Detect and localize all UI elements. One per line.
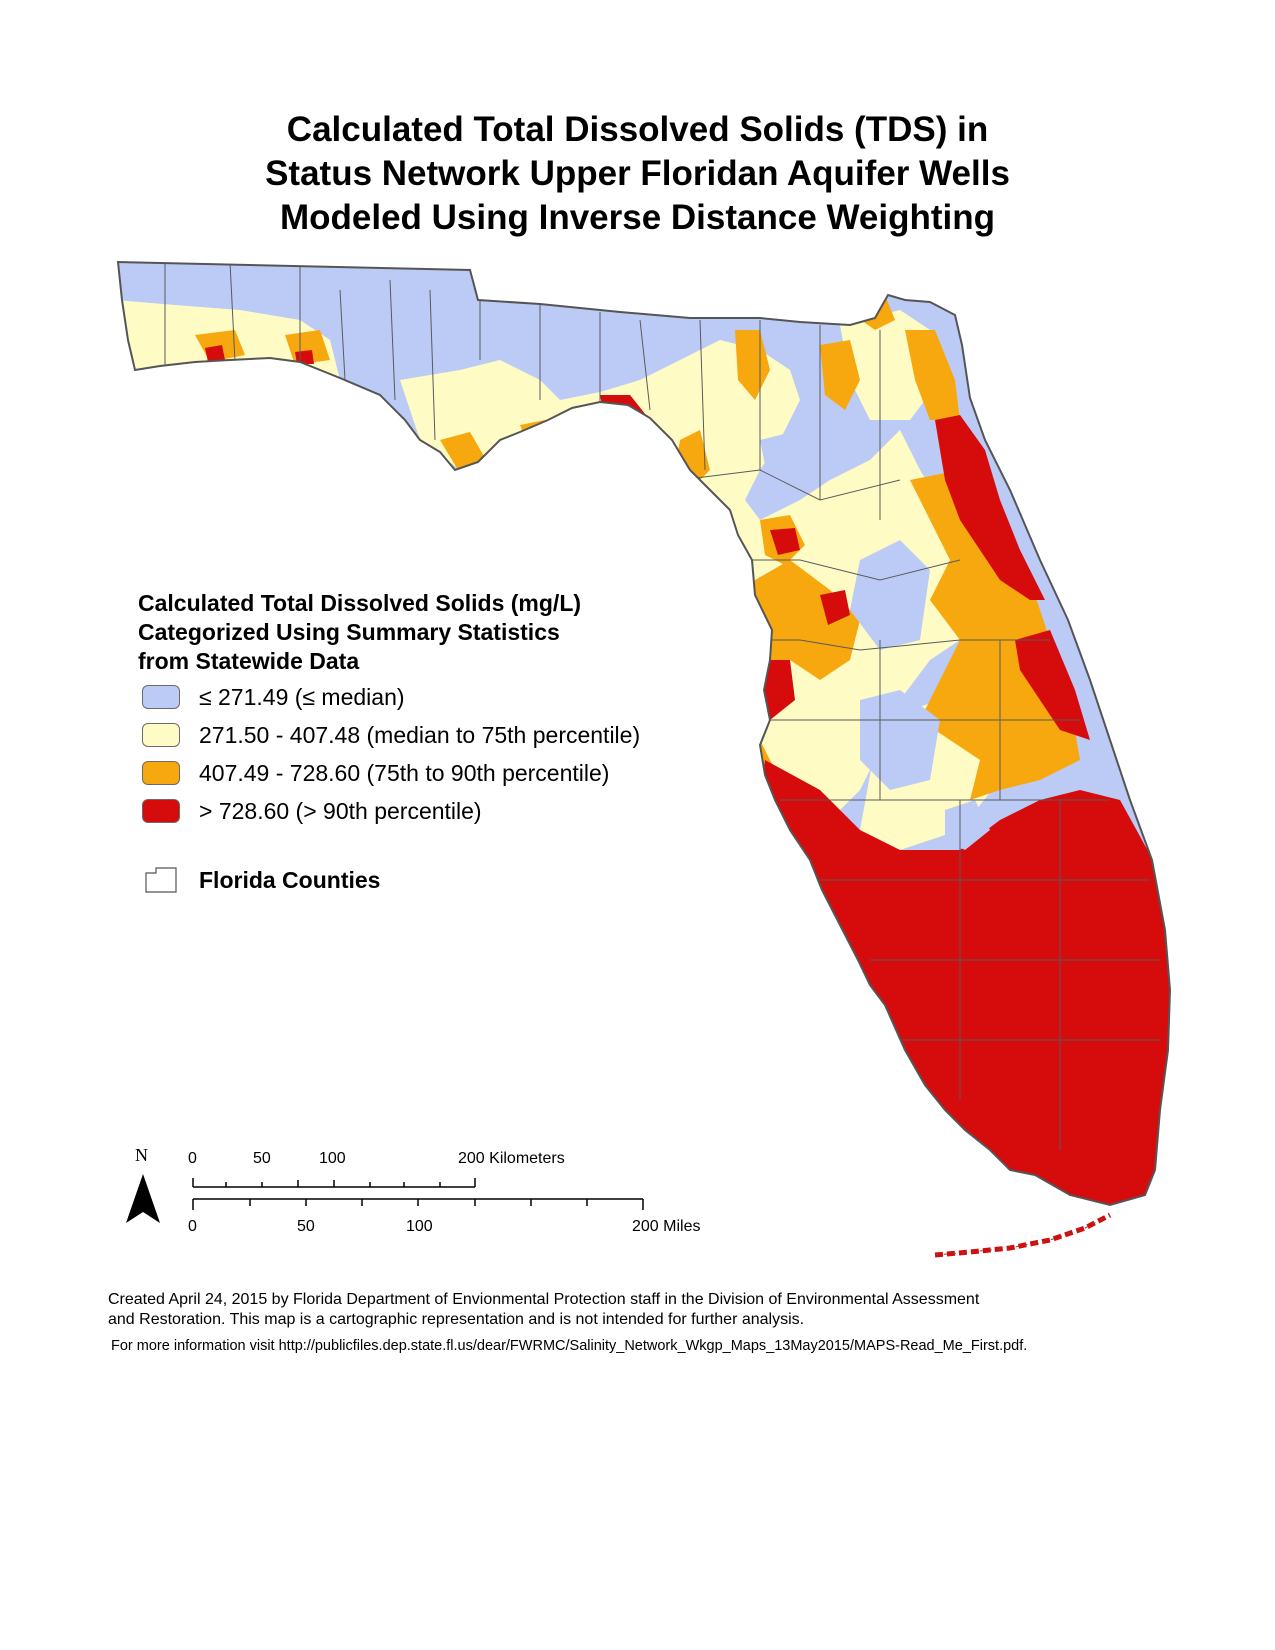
tds-zone-very-high	[760, 660, 795, 720]
credit-line-2: and Restoration. This map is a cartograp…	[108, 1311, 805, 1328]
legend-item-counties: Florida Counties	[142, 865, 380, 895]
legend-label-low: ≤ 271.49 (≤ median)	[199, 683, 405, 710]
scale-mi-tick-100: 100	[406, 1218, 433, 1235]
florida-keys-outline	[934, 1214, 1111, 1256]
legend-swatch-low	[142, 685, 180, 709]
tds-zone-low	[850, 540, 930, 650]
legend-swatch-high	[142, 761, 180, 785]
scale-bar-miles	[192, 1198, 644, 1210]
credit-line-1: Created April 24, 2015 by Florida Depart…	[108, 1291, 980, 1308]
map-credit: Created April 24, 2015 by Florida Depart…	[108, 1290, 1208, 1330]
legend-heading-2: Categorized Using Summary Statistics	[138, 619, 560, 645]
tds-zone-high	[820, 340, 860, 410]
scale-km-end-label: 200 Kilometers	[458, 1150, 565, 1167]
tds-zone-low	[760, 430, 820, 500]
legend-swatch-mid	[142, 723, 180, 747]
tds-zone-very-high	[820, 590, 850, 625]
legend: Calculated Total Dissolved Solids (mg/L)…	[138, 589, 758, 893]
tds-zone-high	[440, 432, 485, 470]
map-title: Calculated Total Dissolved Solids (TDS) …	[0, 108, 1275, 240]
scale-km-tick-100: 100	[319, 1150, 346, 1167]
north-label: N	[135, 1145, 148, 1165]
tds-zone-high	[735, 330, 770, 400]
tds-zone-low	[945, 800, 990, 850]
tds-zone-very-high	[1015, 630, 1090, 740]
legend-heading-3: from Statewide Data	[138, 648, 360, 674]
tds-zone-very-high	[205, 345, 225, 362]
legend-swatch-very-high	[142, 799, 180, 823]
tds-zone-very-high	[770, 528, 800, 555]
legend-item-high: 407.49 - 728.60 (75th to 90th percentile…	[142, 758, 609, 788]
title-line-1: Calculated Total Dissolved Solids (TDS) …	[286, 110, 989, 149]
scale-mi-tick-50: 50	[297, 1218, 315, 1235]
scale-mi-tick-0: 0	[188, 1218, 197, 1235]
north-arrow	[126, 1174, 160, 1223]
title-line-2: Status Network Upper Floridan Aquifer We…	[265, 154, 1010, 193]
scale-km-tick-0: 0	[188, 1150, 197, 1167]
title-line-3: Modeled Using Inverse Distance Weighting	[279, 198, 996, 237]
florida-keys	[934, 1212, 1112, 1258]
more-info-link[interactable]: For more information visit http://public…	[111, 1338, 1028, 1354]
tds-zone-high	[910, 470, 1080, 800]
county-boundary-icon	[145, 867, 177, 893]
legend-item-very-high: > 728.60 (> 90th percentile)	[142, 796, 482, 826]
tds-zone-mid	[400, 340, 1000, 820]
legend-label-high: 407.49 - 728.60 (75th to 90th percentile…	[199, 759, 610, 786]
legend-item-mid: 271.50 - 407.48 (median to 75th percenti…	[142, 720, 640, 750]
legend-label-very-high: > 728.60 (> 90th percentile)	[199, 797, 482, 824]
legend-heading-1: Calculated Total Dissolved Solids (mg/L)	[138, 590, 582, 616]
scale-bar-km	[192, 1178, 476, 1188]
scale-km-tick-50: 50	[253, 1150, 271, 1167]
scale-mi-end-label: 200 Miles	[632, 1218, 701, 1235]
tds-zone-high	[740, 560, 1130, 880]
legend-item-low: ≤ 271.49 (≤ median)	[142, 682, 405, 712]
legend-label-counties: Florida Counties	[199, 866, 381, 893]
legend-label-mid: 271.50 - 407.48 (median to 75th percenti…	[199, 721, 641, 748]
tds-zone-very-high	[935, 415, 1045, 600]
tds-zone-high	[905, 330, 960, 420]
north-arrow-icon	[126, 1174, 160, 1223]
county-boundaries	[164, 262, 1160, 1150]
